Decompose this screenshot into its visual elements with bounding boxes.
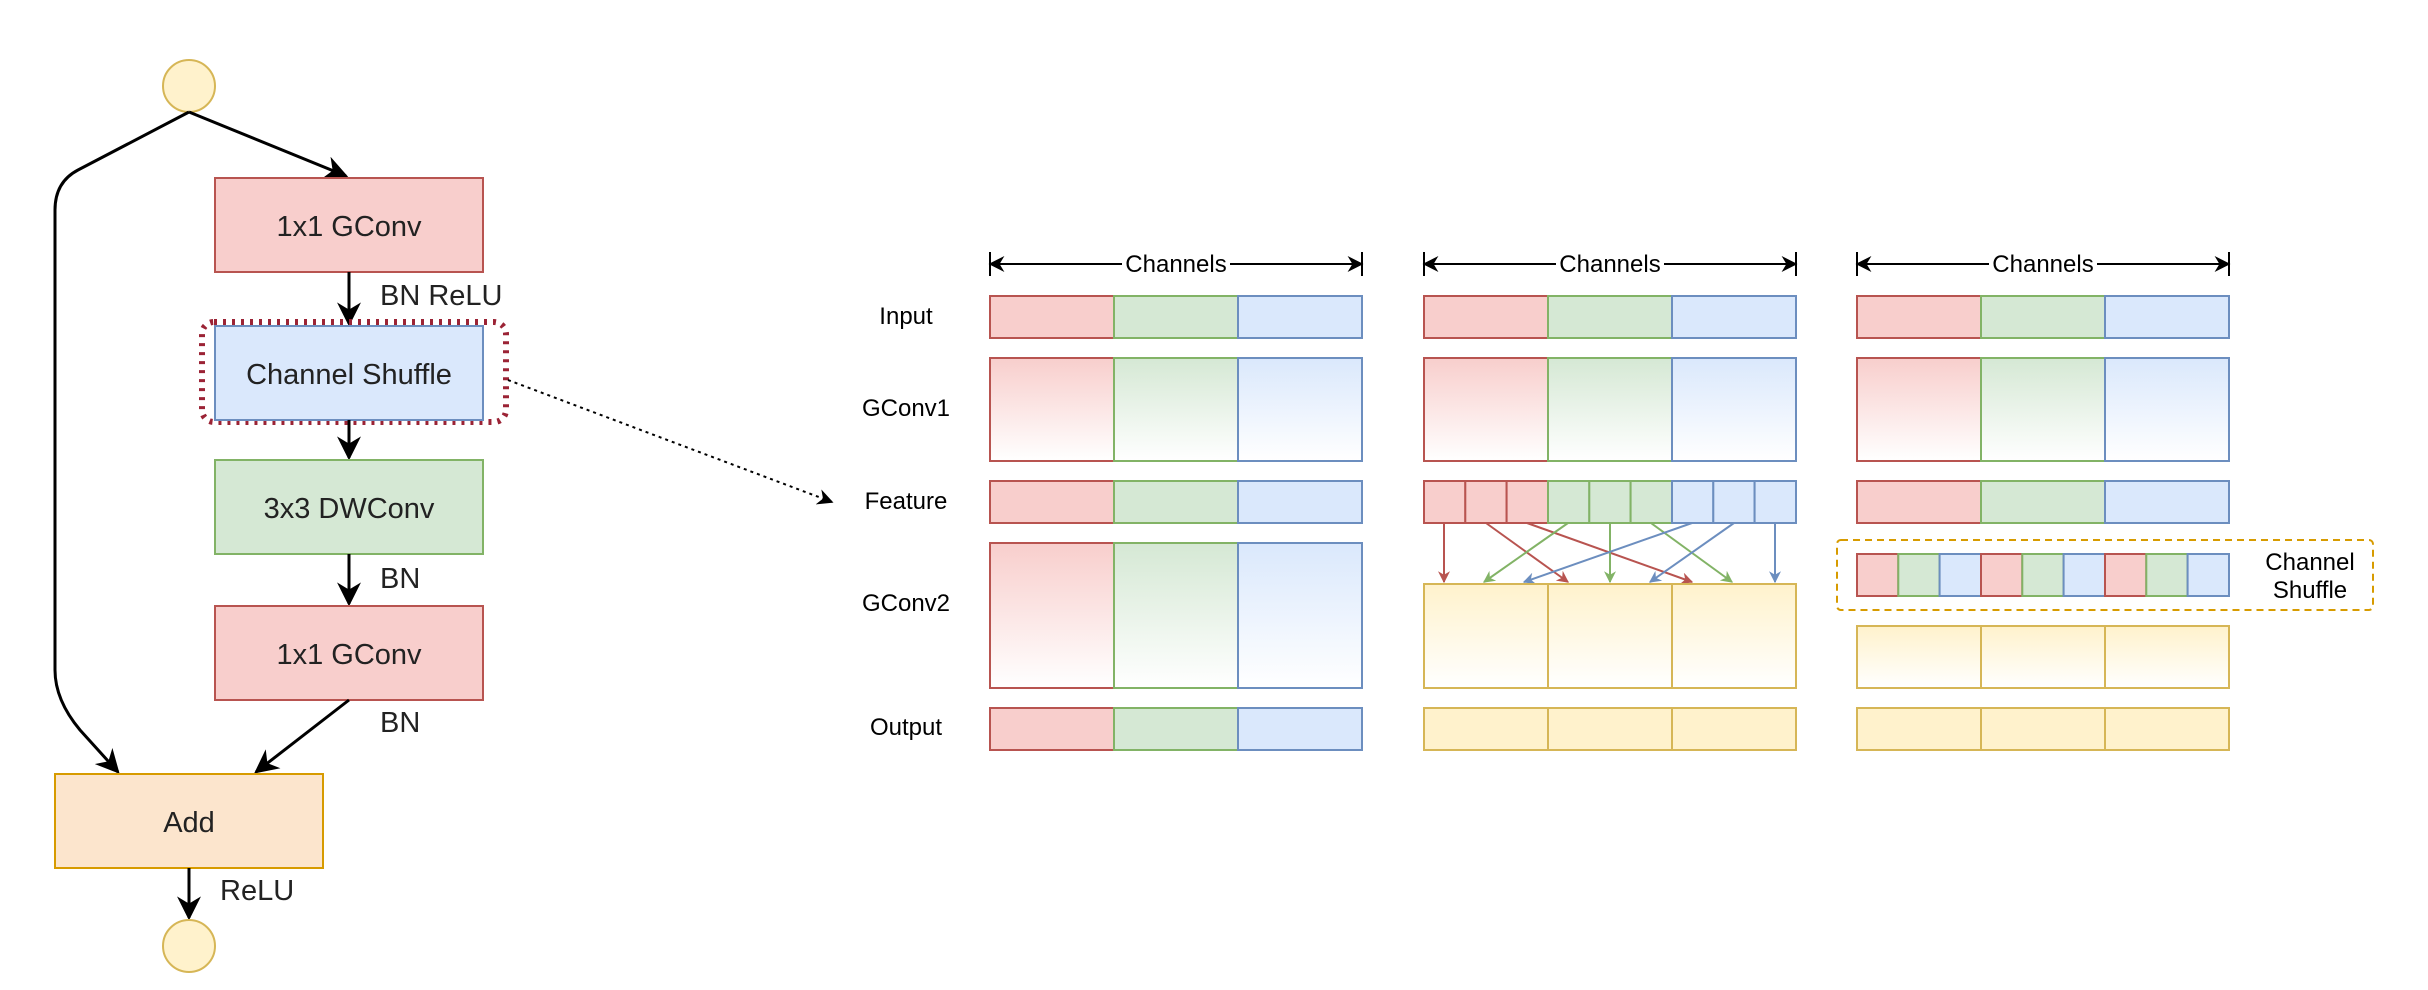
channel-shuffle-highlight — [199, 319, 509, 425]
channels-label: Channels — [1559, 251, 1660, 278]
panel-2: Channels — [1422, 250, 1798, 751]
add-label: Add — [163, 807, 215, 839]
skip-connection-arrow — [53, 110, 190, 774]
bn-label-1: BN — [380, 563, 420, 595]
add-box — [54, 773, 324, 869]
relu-label: ReLU — [220, 875, 294, 907]
channels-label: Channels — [1125, 251, 1226, 278]
input-to-gconv-arrow — [188, 110, 349, 179]
dwconv-label: 3x3 DWConv — [264, 493, 435, 525]
output-node — [162, 919, 216, 973]
row-label-gconv2: GConv2 — [862, 590, 950, 617]
gconv1-label: 1x1 GConv — [276, 211, 422, 243]
zoom-pointer-arrow — [507, 379, 834, 505]
bn-label-2: BN — [380, 707, 420, 739]
row-label-feature: Feature — [865, 488, 948, 515]
gconv2-to-add-arrow — [254, 698, 350, 774]
input-node — [162, 59, 216, 113]
channel-shuffle-note-line1: Channel — [2265, 549, 2354, 576]
bn-relu-label: BN ReLU — [380, 280, 503, 312]
flow-chart: 1x1 GConv BN ReLU Channel Shuffle 3x3 DW… — [53, 59, 834, 973]
panel-3: Channels Channel Shuffle — [1836, 250, 2374, 751]
row-label-input: Input — [879, 303, 933, 330]
channel-shuffle-label: Channel Shuffle — [246, 359, 452, 391]
channels-label: Channels — [1992, 251, 2093, 278]
channel-shuffle-dashed-box — [1836, 539, 2374, 611]
gconv1-box — [214, 177, 484, 273]
panel-1: Channels — [988, 250, 1364, 751]
gconv2-box — [214, 605, 484, 701]
gconv2-label: 1x1 GConv — [276, 639, 422, 671]
row-labels: Input GConv1 Feature GConv2 Output — [862, 303, 950, 741]
row-label-output: Output — [870, 714, 942, 741]
channel-shuffle-note-line2: Shuffle — [2273, 577, 2347, 604]
row-label-gconv1: GConv1 — [862, 395, 950, 422]
shuffle-arrows — [1438, 522, 1781, 585]
dwconv-box — [214, 459, 484, 555]
